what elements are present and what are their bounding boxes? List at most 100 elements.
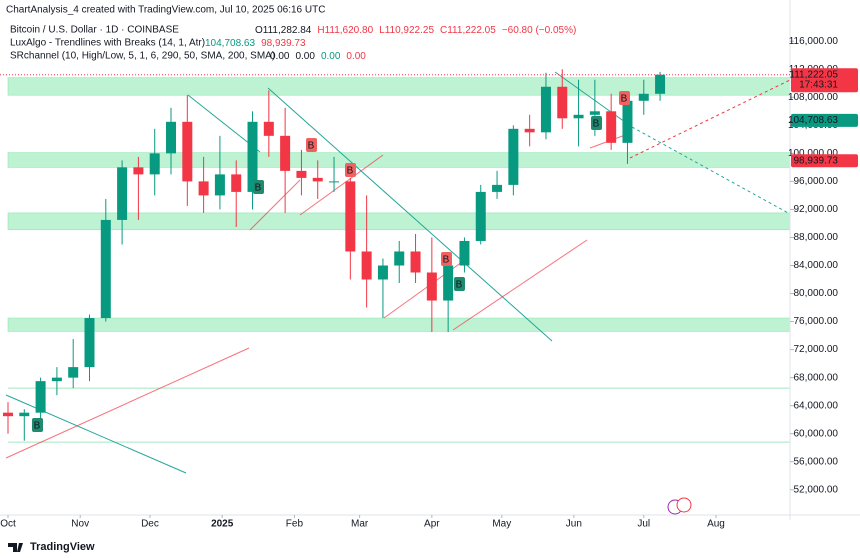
price-label-box xyxy=(791,68,858,93)
candle-body xyxy=(508,128,519,185)
legend-value: H111,620.80 xyxy=(317,25,373,36)
break-marker xyxy=(253,180,264,194)
x-tick-label: 2025 xyxy=(211,519,234,530)
y-tick-label: 80,000.00 xyxy=(794,288,839,299)
break-label: B xyxy=(34,421,41,432)
indicator: LuxAlgo - Trendlines with Breaks (14, 1,… xyxy=(10,38,205,49)
candle-body xyxy=(231,174,242,192)
event-icon xyxy=(676,497,692,513)
price-label: 111,222.05 xyxy=(789,69,838,80)
legend-value: 0.00 xyxy=(321,51,341,62)
indicator: SRchannel (10, High/Low, 5, 1, 6, 290, 5… xyxy=(10,51,275,62)
candle-body xyxy=(492,184,503,192)
legend-value: 0.00 xyxy=(295,51,315,62)
break-label: B xyxy=(443,255,450,266)
break-label: B xyxy=(621,94,628,105)
sr-zone xyxy=(7,317,791,332)
candle-body xyxy=(443,265,454,301)
x-tick-label: Nov xyxy=(71,519,89,530)
legend-values: 104,708.63 98,939.73 xyxy=(205,38,306,49)
candle-body xyxy=(524,128,535,133)
y-tick-label: 96,000.00 xyxy=(794,176,839,187)
candle-body xyxy=(394,251,405,266)
y-tick-label: 60,000.00 xyxy=(794,428,839,439)
y-tick-label: 68,000.00 xyxy=(794,372,839,383)
candle-body xyxy=(117,167,128,220)
candle-body xyxy=(51,377,62,382)
x-tick-label: Jun xyxy=(566,519,582,530)
price-label: 104,708.63 xyxy=(788,115,838,126)
y-tick-label: 52,000.00 xyxy=(794,484,839,495)
trendlines xyxy=(5,71,791,474)
x-tick-label: May xyxy=(492,519,511,530)
x-tick-label: Aug xyxy=(707,519,725,530)
y-tick-label: 88,000.00 xyxy=(794,232,839,243)
candle-body xyxy=(247,121,258,192)
price-label-box xyxy=(791,154,858,168)
candle-body xyxy=(214,174,225,196)
candle-body xyxy=(540,86,551,133)
countdown: 17:43:31 xyxy=(799,79,838,90)
legend-value: L110,922.25 xyxy=(379,25,434,36)
y-tick-label: 108,000.00 xyxy=(788,92,838,103)
candle-body xyxy=(149,153,160,175)
x-tick-label: Oct xyxy=(0,519,16,530)
x-tick-label: Apr xyxy=(424,519,440,530)
y-tick-label: 92,000.00 xyxy=(794,204,839,215)
candle-body xyxy=(263,121,274,136)
candle-body xyxy=(296,170,307,178)
break-marker xyxy=(306,138,317,152)
price-label-box xyxy=(791,113,858,127)
candle-body xyxy=(280,135,291,171)
candle-body xyxy=(410,251,421,273)
legend-values: 0.00 0.00 0.00 0.00 xyxy=(270,51,366,62)
legend-value: 0.00 xyxy=(346,51,366,62)
candle-body xyxy=(475,191,486,241)
candle-body xyxy=(133,167,144,175)
candle-body xyxy=(182,121,193,182)
y-tick-label: 76,000.00 xyxy=(794,316,839,327)
candle-body xyxy=(557,86,568,119)
legend-value: O111,282.84 xyxy=(255,25,312,36)
candle-body xyxy=(68,367,79,378)
symbol: Bitcoin / U.S. Dollar · 1D · COINBASE xyxy=(10,25,179,36)
y-tick-label: 56,000.00 xyxy=(794,456,839,467)
candle-body xyxy=(166,121,177,154)
candle-body xyxy=(84,318,95,368)
y-tick-label: 100,000.00 xyxy=(788,148,838,159)
candle-body xyxy=(426,272,437,301)
legend-value: 0.00 xyxy=(270,51,290,62)
legend-value: C111,222.05 xyxy=(440,25,496,36)
candle-body xyxy=(312,177,323,182)
candle-body xyxy=(2,412,13,417)
candle-body xyxy=(622,100,633,143)
y-tick-label: 84,000.00 xyxy=(794,260,839,271)
break-label: B xyxy=(255,183,262,194)
legend-value: 98,939.73 xyxy=(261,38,306,49)
sr-zone xyxy=(7,77,791,96)
sr-zone xyxy=(7,152,791,168)
credit: ChartAnalysis_4 created with TradingView… xyxy=(6,5,325,16)
candle-body xyxy=(345,181,356,252)
x-tick-label: Jul xyxy=(637,519,650,530)
candle-body xyxy=(573,114,584,119)
break-marker xyxy=(345,163,356,177)
candle-body xyxy=(377,265,388,280)
candle-body xyxy=(329,181,340,183)
candle-body xyxy=(459,240,470,266)
break-marker xyxy=(591,116,602,130)
candle-body xyxy=(638,93,649,101)
candle-body xyxy=(589,111,600,115)
x-tick-label: Dec xyxy=(141,519,159,530)
break-label: B xyxy=(308,141,315,152)
legend-value: −60.80 (−0.05%) xyxy=(502,25,577,36)
candle-body xyxy=(19,412,30,417)
break-marker xyxy=(32,418,43,432)
break-label: B xyxy=(347,166,354,177)
candle-body xyxy=(606,111,617,143)
break-marker xyxy=(441,252,452,266)
footer: TradingView xyxy=(30,541,95,553)
candle-body xyxy=(198,181,209,196)
break-marker xyxy=(619,91,630,105)
